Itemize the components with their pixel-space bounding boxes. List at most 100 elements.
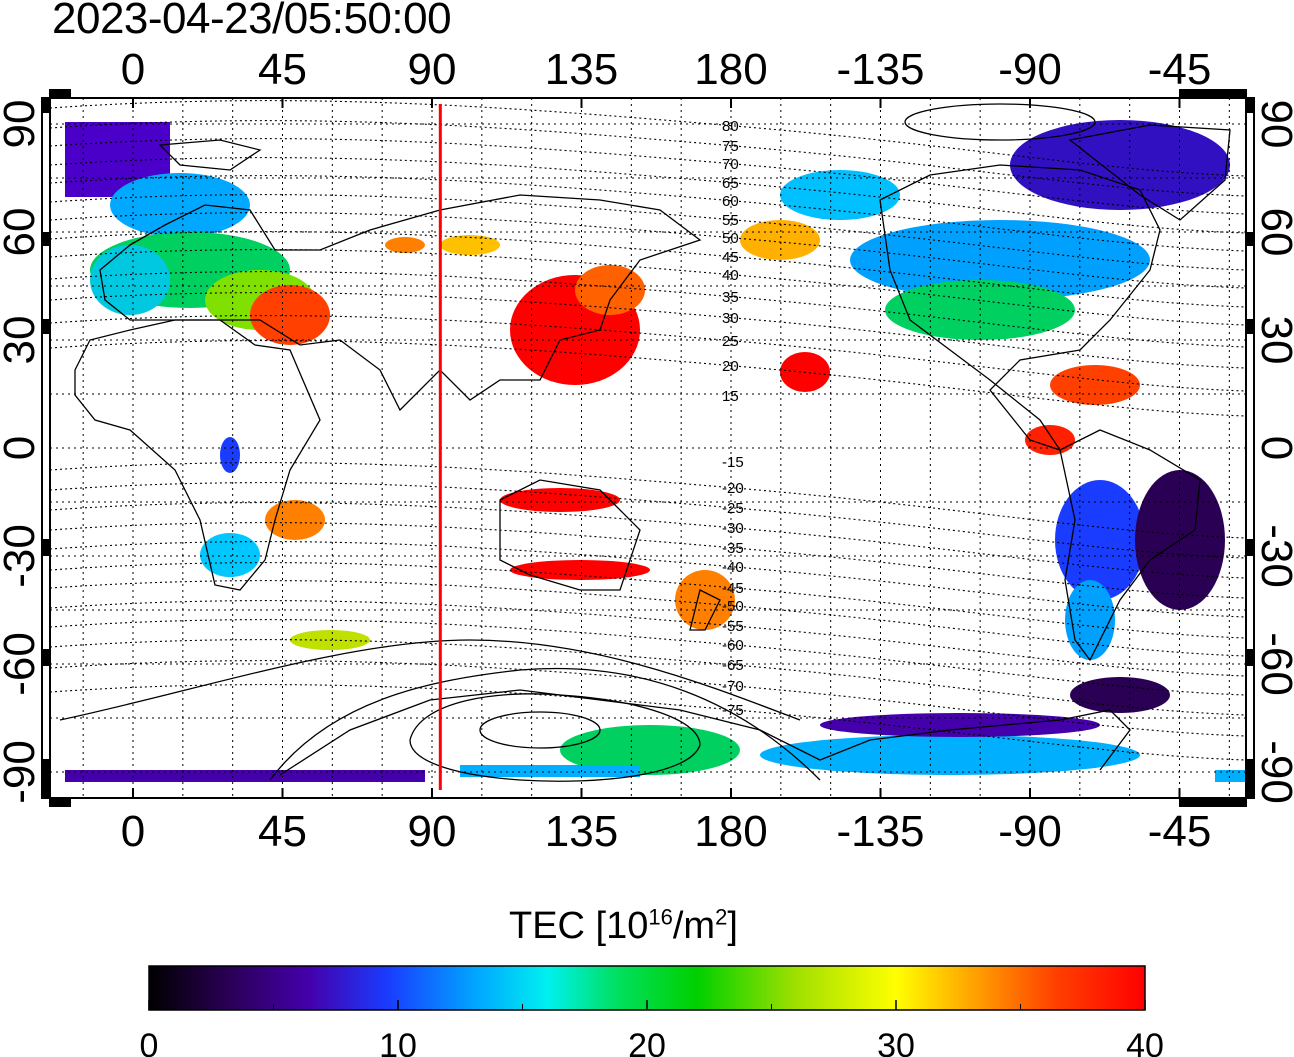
magnetic-latitude-label: -40 — [722, 559, 744, 576]
magnetic-latitude-label: 40 — [722, 267, 739, 284]
magnetic-latitude-label: 45 — [722, 249, 739, 266]
colorbar-tick-label: 0 — [140, 1027, 159, 1057]
tec-patch — [675, 570, 735, 630]
tec-patch — [760, 735, 1140, 775]
magnetic-latitude-label: -65 — [722, 657, 744, 674]
lat-right-label: 30 — [1252, 316, 1294, 365]
tec-patch — [1050, 365, 1140, 405]
colorbar-tick-label: 10 — [379, 1027, 417, 1057]
lat-right-label: 90 — [1252, 100, 1294, 149]
magnetic-latitude-label: -70 — [722, 678, 744, 695]
magnetic-latitude-label: -35 — [722, 540, 744, 557]
lon-top-label: -45 — [1148, 45, 1212, 94]
lat-right-label: -30 — [1252, 524, 1294, 588]
colorbar-tick-label: 40 — [1126, 1027, 1164, 1057]
magnetic-latitude-label: 55 — [722, 212, 739, 229]
lon-top-label: 90 — [408, 45, 457, 94]
tec-data-layer — [65, 120, 1245, 782]
magnetic-latitude-label: -55 — [722, 618, 744, 635]
graticule — [50, 98, 1246, 798]
tec-patch — [820, 713, 1100, 737]
tec-patch — [1055, 480, 1145, 600]
magnetic-latitude-label: 65 — [722, 175, 739, 192]
magnetic-latitude-label: 80 — [722, 118, 739, 135]
magnetic-latitude-label: 35 — [722, 289, 739, 306]
lon-bottom-label: 90 — [408, 807, 457, 856]
tec-patch — [65, 770, 425, 782]
lon-bottom-label: 0 — [121, 807, 145, 856]
lat-left-label: 30 — [0, 316, 44, 365]
lat-left-label: 90 — [0, 100, 44, 149]
frame-ticks — [41, 89, 1255, 807]
magnetic-latitude-label: -25 — [722, 500, 744, 517]
tec-patch — [200, 533, 260, 577]
longitude-ticks-bottom: 0 45 90 135 180 -135 -90 -45 — [121, 807, 1212, 856]
tec-patch — [500, 488, 620, 512]
tec-patch — [850, 220, 1150, 300]
latitude-ticks-right: 90 60 30 0 -30 -60 -90 — [1252, 100, 1294, 804]
tec-patch — [460, 765, 640, 777]
magnetic-latitude-contours — [50, 100, 1246, 761]
magnetic-latitude-label: -45 — [722, 580, 744, 597]
tec-patch — [740, 220, 820, 260]
lon-bottom-label: 180 — [694, 807, 767, 856]
lon-top-label: 45 — [258, 45, 307, 94]
lat-left-label: 0 — [0, 436, 44, 460]
colorbar-title-main: TEC [10 — [509, 905, 649, 947]
magnetic-latitude-label: 30 — [722, 310, 739, 327]
colorbar-title-exponent-2: 2 — [715, 904, 728, 930]
magnetic-latitude-label: -30 — [722, 520, 744, 537]
magnetic-latitude-label: -15 — [722, 454, 744, 471]
magnetic-latitude-label: 70 — [722, 156, 739, 173]
lon-top-label: 0 — [121, 45, 145, 94]
lat-left-label: -60 — [0, 632, 44, 696]
tec-patch — [250, 285, 330, 345]
colorbar-title: TEC [1016/m2] — [509, 905, 738, 948]
latitude-ticks-left: 90 60 30 0 -30 -60 -90 — [0, 100, 44, 804]
tec-patch — [110, 173, 250, 237]
lon-top-label: 135 — [545, 45, 618, 94]
magnetic-latitude-label: -50 — [722, 598, 744, 615]
lat-left-label: -90 — [0, 740, 44, 804]
tec-patch — [385, 237, 425, 253]
lon-bottom-label: -45 — [1148, 807, 1212, 856]
tec-patch — [1065, 580, 1115, 660]
magnetic-latitude-label: -75 — [722, 702, 744, 719]
magnetic-latitude-label: 75 — [722, 138, 739, 155]
lon-bottom-label: 135 — [545, 807, 618, 856]
tec-patch — [510, 560, 650, 580]
magnetic-latitude-label: 60 — [722, 193, 739, 210]
lon-bottom-label: -90 — [998, 807, 1062, 856]
colorbar-tick-label: 20 — [628, 1027, 666, 1057]
magnetic-latitude-labels: 8075706560555045403530252015-15-20-25-30… — [722, 118, 744, 719]
colorbar-ticks: 0 10 20 30 40 — [140, 1000, 1164, 1057]
tec-patch — [1070, 677, 1170, 713]
colorbar-tick-label: 30 — [877, 1027, 915, 1057]
lon-bottom-label: -135 — [836, 807, 924, 856]
tec-patch — [560, 725, 740, 775]
tec-patch — [1215, 770, 1245, 782]
lon-top-label: -135 — [836, 45, 924, 94]
tec-patch — [220, 437, 240, 473]
lat-right-label: 0 — [1252, 436, 1294, 460]
tec-patch — [1025, 425, 1075, 455]
colorbar-title-end: ] — [727, 905, 738, 947]
lon-top-label: -90 — [998, 45, 1062, 94]
tec-patch — [440, 235, 500, 255]
colorbar-title-unit: /m — [672, 905, 716, 947]
longitude-ticks-top: 0 45 90 135 180 -135 -90 -45 — [121, 45, 1212, 94]
timestamp-title: 2023-04-23/05:50:00 — [52, 0, 452, 43]
lat-right-label: -60 — [1252, 632, 1294, 696]
tec-patch — [265, 500, 325, 540]
magnetic-latitude-label: -60 — [722, 637, 744, 654]
lat-left-label: -30 — [0, 524, 44, 588]
tec-patch — [1010, 120, 1230, 210]
lon-bottom-label: 45 — [258, 807, 307, 856]
magnetic-latitude-label: 20 — [722, 358, 739, 375]
lon-top-label: 180 — [694, 45, 767, 94]
lat-right-label: -90 — [1252, 740, 1294, 804]
lat-right-label: 60 — [1252, 208, 1294, 257]
magnetic-latitude-label: 25 — [722, 333, 739, 350]
magnetic-latitude-label: 50 — [722, 230, 739, 247]
